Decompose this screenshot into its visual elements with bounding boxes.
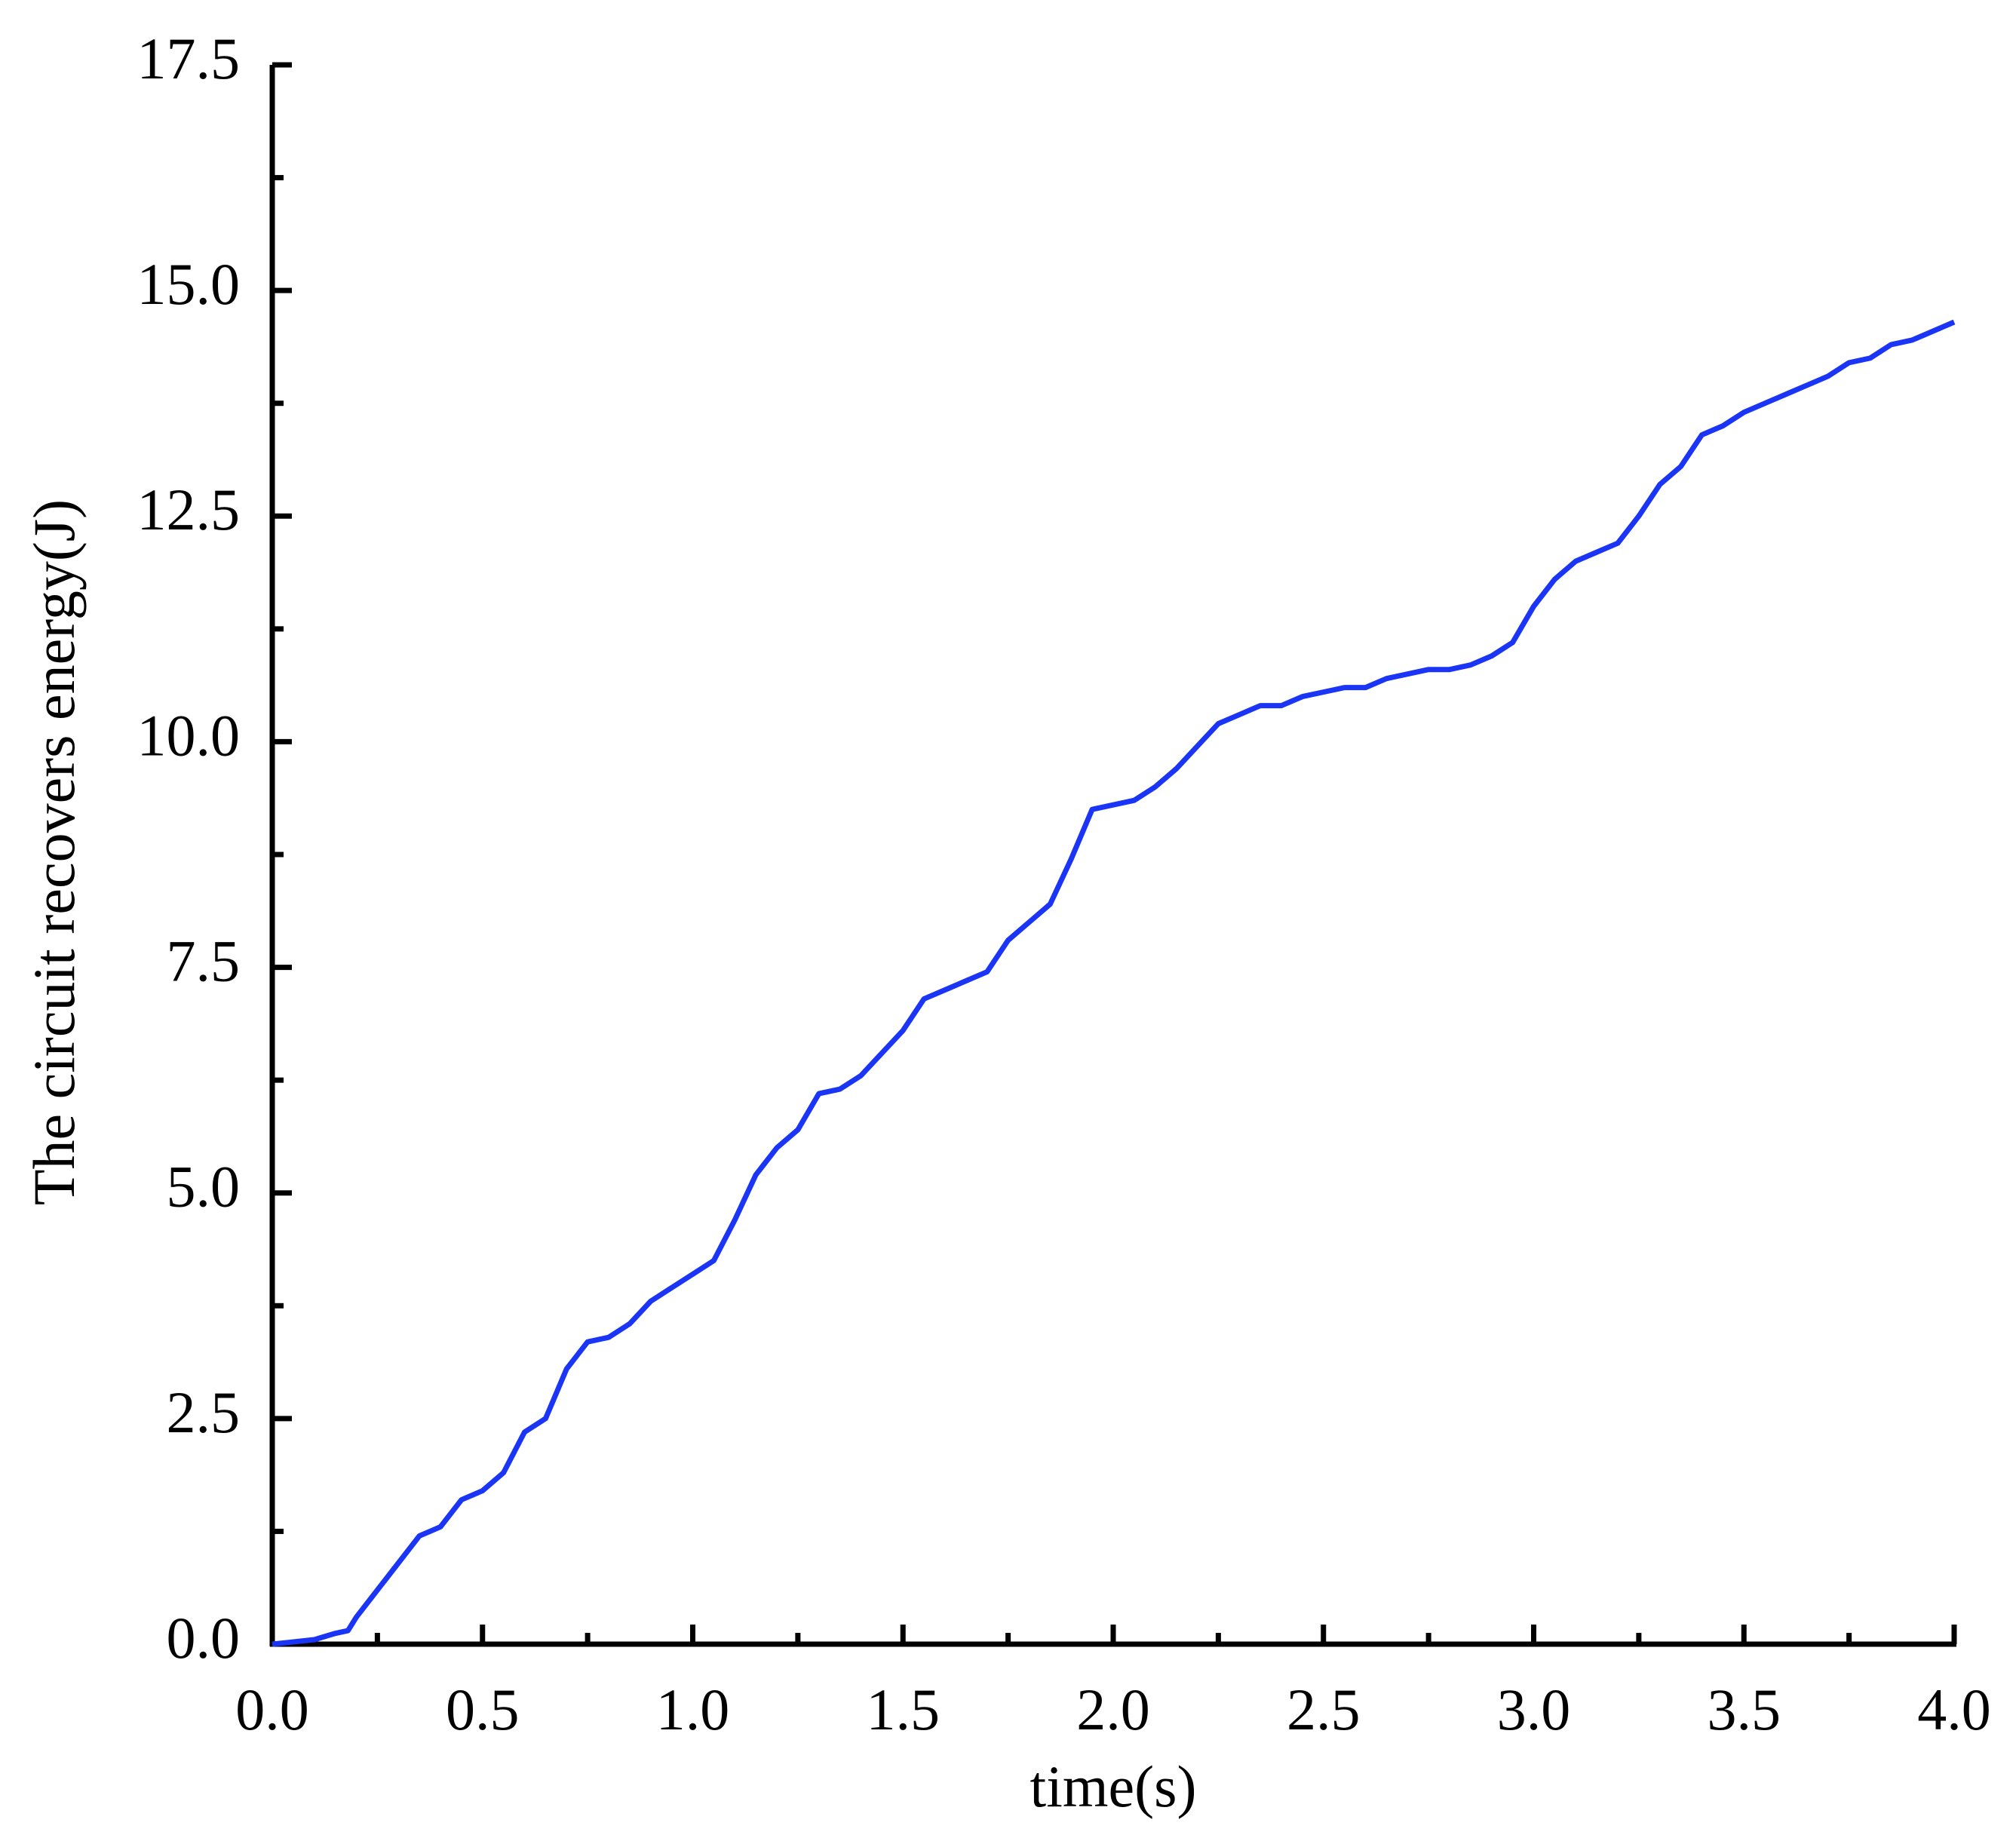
x-tick-label: 1.0 [656,1677,730,1742]
y-tick-label: 15.0 [137,251,241,317]
y-tick-label: 10.0 [137,702,241,768]
x-tick-label: 3.5 [1708,1677,1781,1742]
x-tick-label: 4.0 [1917,1677,1991,1742]
x-tick-label: 0.0 [235,1677,309,1742]
x-tick-label: 2.0 [1076,1677,1150,1742]
x-axis-label: time(s) [1030,1754,1197,1819]
x-tick-label: 2.5 [1287,1677,1361,1742]
y-axis-label: The circuit recovers energy(J) [21,499,87,1205]
y-tick-label: 5.0 [167,1154,241,1220]
x-tick-label: 0.5 [446,1677,520,1742]
y-tick-label: 12.5 [137,477,241,542]
y-tick-label: 2.5 [167,1379,241,1445]
x-tick-label: 1.5 [867,1677,940,1742]
x-tick-label: 3.0 [1497,1677,1571,1742]
y-tick-label: 17.5 [137,26,241,91]
y-tick-label: 7.5 [167,928,241,993]
y-tick-label: 0.0 [167,1605,241,1671]
data-line [272,319,1956,1647]
